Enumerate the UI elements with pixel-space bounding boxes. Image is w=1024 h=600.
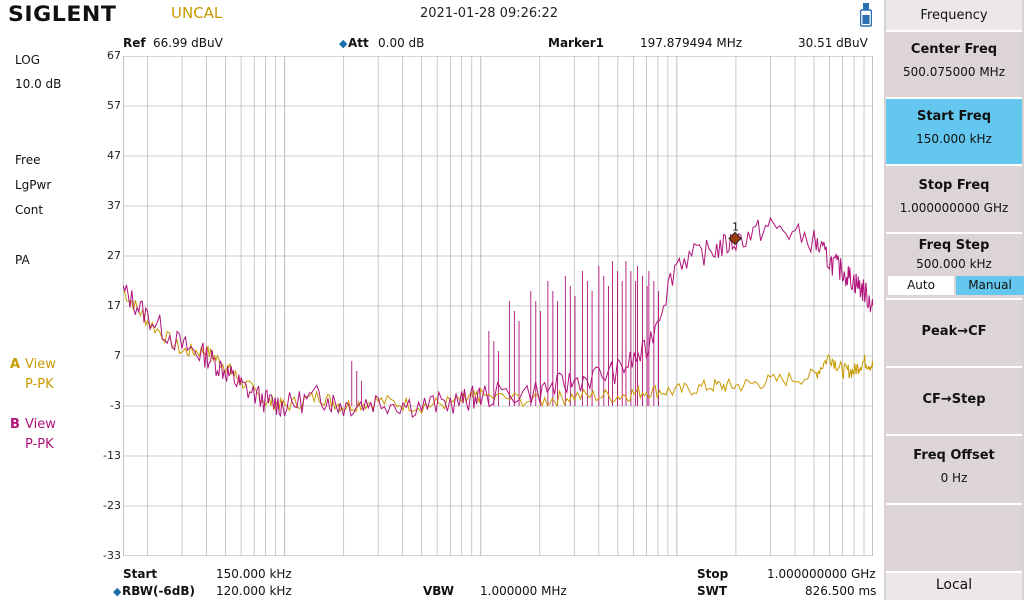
freq-step-label: Freq Step <box>918 238 990 253</box>
swt-value: 826.500 ms <box>805 584 877 598</box>
trace-b-spurs <box>351 261 659 406</box>
trace-b-detector: P-PK <box>25 437 54 452</box>
trace-a-detector: P-PK <box>25 377 54 392</box>
trace-a-letter: A <box>10 357 21 372</box>
menu-title-label: Frequency <box>920 8 988 23</box>
freq-offset-value: 0 Hz <box>940 471 968 485</box>
vbw-label: VBW <box>423 584 455 598</box>
stop-value: 1.000000000 GHz <box>767 567 876 581</box>
scale-per-div: 10.0 dB <box>15 77 62 91</box>
freq-step-key[interactable]: Freq Step 500.000 kHz Auto Manual <box>886 234 1024 300</box>
peak-to-cf-key[interactable]: Peak→CF <box>886 300 1022 368</box>
ref-value: 66.99 dBuV <box>153 36 223 50</box>
rbw-value: 120.000 kHz <box>216 584 292 598</box>
start-freq-label: Start Freq <box>916 109 992 124</box>
spectrum-plot[interactable]: 1 <box>123 56 873 556</box>
marker-1: 1 <box>728 220 742 246</box>
cf-to-step-label: CF→Step <box>922 392 986 407</box>
stop-freq-label: Stop Freq <box>918 178 990 193</box>
start-label: Start <box>123 567 158 581</box>
marker-diamond-icon <box>728 231 742 246</box>
center-freq-label: Center Freq <box>910 42 998 57</box>
stop-freq-value: 1.000000000 GHz <box>899 201 1009 215</box>
swt-label: SWT <box>697 584 728 598</box>
scale-mode: LOG <box>15 53 41 67</box>
start-freq-key[interactable]: Start Freq 150.000 kHz <box>886 99 1022 166</box>
start-freq-value: 150.000 kHz <box>916 132 992 146</box>
stop-freq-key[interactable]: Stop Freq 1.000000000 GHz <box>886 166 1022 234</box>
cf-to-step-key[interactable]: CF→Step <box>886 368 1022 436</box>
stop-label: Stop <box>697 567 729 581</box>
att-diamond-icon: ◆ <box>339 37 348 50</box>
local-button[interactable]: Local <box>886 573 1022 600</box>
center-freq-key[interactable]: Center Freq 500.075000 MHz <box>886 32 1022 99</box>
trace-b-line <box>123 216 873 418</box>
step-manual-option[interactable]: Manual <box>956 276 1024 295</box>
step-auto-option[interactable]: Auto <box>888 276 954 295</box>
sweep-mode: Free <box>15 153 41 167</box>
empty-key[interactable] <box>886 505 1022 573</box>
center-freq-value: 500.075000 MHz <box>902 65 1006 79</box>
sweep-type: Cont <box>15 203 44 217</box>
freq-offset-key[interactable]: Freq Offset 0 Hz <box>886 436 1022 505</box>
brand-logo: SIGLENT <box>8 2 117 26</box>
top-bar: SIGLENT UNCAL 2021-01-28 09:26:22 <box>0 0 884 30</box>
local-label: Local <box>935 577 973 593</box>
y-tick-label: 7 <box>114 349 121 362</box>
vbw-value: 1.000000 MHz <box>480 584 567 598</box>
freq-offset-label: Freq Offset <box>913 448 995 463</box>
marker-frequency: 197.879494 MHz <box>640 36 743 50</box>
marker-level: 30.51 dBuV <box>798 36 868 50</box>
y-tick-label: -23 <box>103 499 121 512</box>
y-tick-label: 17 <box>107 299 121 312</box>
y-tick-label: 37 <box>107 199 121 212</box>
softkey-panel: Frequency Center Freq 500.075000 MHz Sta… <box>884 0 1024 600</box>
detector-mode: LgPwr <box>15 178 52 192</box>
y-tick-label: 67 <box>107 49 121 62</box>
marker-number-label: 1 <box>732 220 739 233</box>
plot-grid <box>123 56 873 556</box>
y-tick-label: 27 <box>107 249 121 262</box>
ref-label: Ref <box>123 36 146 50</box>
usb-icon <box>860 3 872 27</box>
trace-a-view[interactable]: View <box>25 357 56 372</box>
peak-to-cf-label: Peak→CF <box>921 324 987 339</box>
att-label: Att <box>348 36 369 50</box>
uncal-status: UNCAL <box>171 4 223 22</box>
menu-title: Frequency <box>886 0 1022 32</box>
att-value: 0.00 dB <box>378 36 425 50</box>
trace-b-letter: B <box>10 417 20 432</box>
trace-b-view[interactable]: View <box>25 417 56 432</box>
y-tick-label: -3 <box>110 399 121 412</box>
y-tick-label: 57 <box>107 99 121 112</box>
freq-step-value: 500.000 kHz <box>916 257 992 271</box>
rbw-label: RBW(-6dB) <box>122 584 196 598</box>
marker-label: Marker1 <box>548 36 605 50</box>
rbw-diamond-icon: ◆ <box>113 585 122 598</box>
y-tick-label: -13 <box>103 449 121 462</box>
date-time: 2021-01-28 09:26:22 <box>420 6 559 21</box>
preamp-status: PA <box>15 253 30 267</box>
y-tick-label: 47 <box>107 149 121 162</box>
start-value: 150.000 kHz <box>216 567 292 581</box>
y-tick-label: -33 <box>103 549 121 562</box>
